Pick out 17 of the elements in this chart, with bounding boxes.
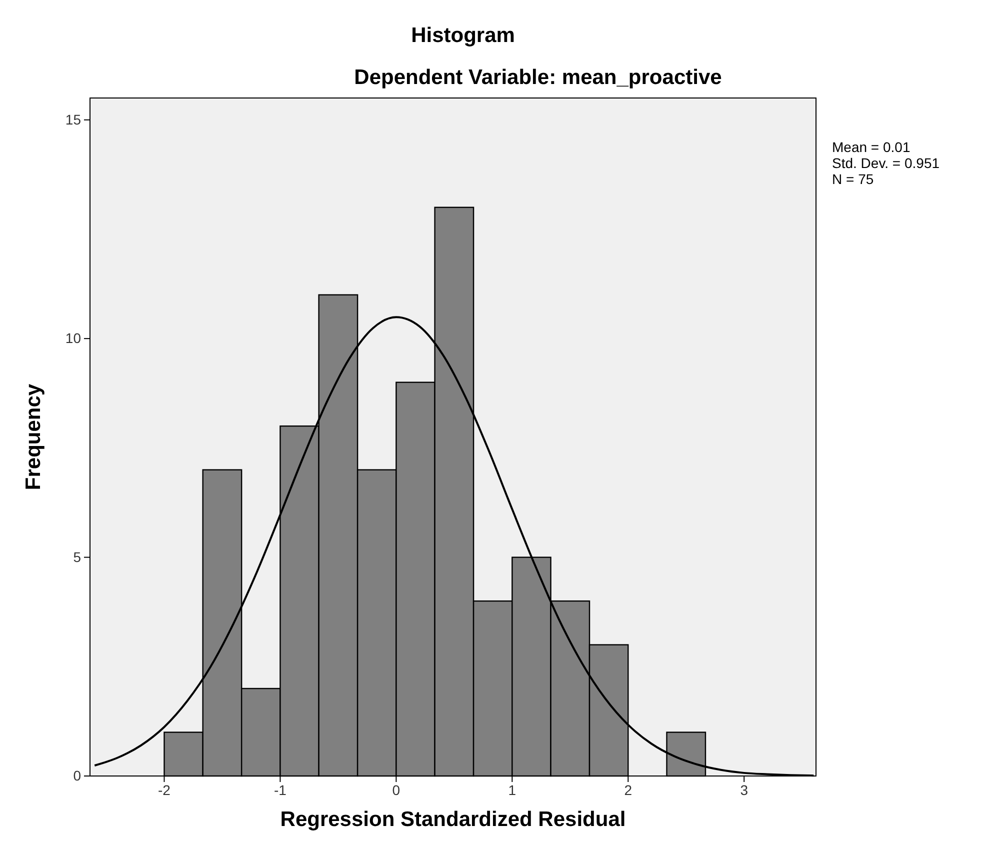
x-tick-label: 3: [740, 782, 748, 798]
text: Mean = 0.01: [832, 139, 910, 155]
x-axis-title: Regression Standardized Residual: [280, 808, 626, 831]
x-tick-label: -2: [158, 782, 171, 798]
x-tick-label: 1: [508, 782, 516, 798]
chart-title: Histogram: [411, 24, 515, 47]
y-tick-label: 5: [73, 548, 82, 565]
y-tick-label: 10: [65, 330, 82, 346]
x-tick-label: 0: [392, 782, 400, 798]
x-tick-label: -1: [274, 782, 287, 798]
text: N = 75: [832, 171, 874, 187]
chart-subtitle: Dependent Variable: mean_proactive: [354, 66, 722, 89]
y-tick-label: 15: [65, 111, 82, 128]
x-tick-label: 2: [624, 782, 632, 798]
y-axis-title: Frequency: [22, 384, 45, 490]
text: Std. Dev. = 0.951: [832, 155, 940, 171]
y-tick-label: 0: [73, 767, 82, 784]
